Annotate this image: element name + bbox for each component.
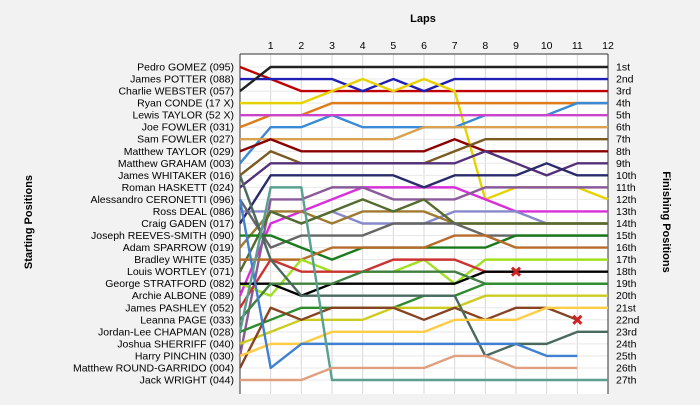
- finishing-position-label: 11th: [616, 182, 636, 194]
- x-tick-label: 3: [329, 40, 335, 52]
- x-tick-label: 8: [482, 40, 488, 52]
- finishing-position-label: 26th: [616, 362, 637, 374]
- finishing-position-label: 27th: [616, 375, 637, 387]
- starting-position-label: Matthew GRAHAM (003): [118, 158, 234, 170]
- finishing-position-label: 9th: [616, 158, 631, 170]
- finishing-position-label: 23rd: [616, 326, 637, 338]
- starting-position-label: Roman HASKETT (024): [122, 182, 234, 194]
- starting-position-label: Matthew TAYLOR (029): [124, 146, 234, 158]
- x-tick-label: 2: [298, 40, 304, 52]
- series-line: [240, 125, 608, 141]
- finishing-position-label: 1st: [616, 62, 630, 74]
- starting-position-label: Jack WRIGHT (044): [140, 375, 234, 387]
- series-line: [240, 354, 578, 382]
- x-tick-label: 1: [268, 40, 274, 52]
- finishing-position-label: 22nd: [616, 314, 640, 326]
- starting-position-label: Louis WORTLEY (071): [127, 266, 234, 278]
- finishing-position-label: 25th: [616, 350, 637, 362]
- starting-position-label: Archie ALBONE (089): [132, 290, 234, 302]
- x-tick-label: 4: [360, 40, 366, 52]
- finishing-position-label: 10th: [616, 170, 637, 182]
- x-tick-label: 12: [602, 40, 614, 52]
- starting-position-label: Jordan-Lee CHAPMAN (028): [98, 326, 234, 338]
- series-line: [238, 306, 578, 369]
- starting-position-label: Harry PINCHIN (030): [135, 350, 234, 362]
- finishing-position-label: 24th: [616, 338, 637, 350]
- finishing-position-label: 15th: [616, 230, 637, 242]
- left-axis-title: Starting Positions: [23, 175, 35, 269]
- starting-position-label: Craig GADEN (017): [141, 218, 234, 230]
- starting-position-label: Matthew ROUND-GARRIDO (004): [73, 362, 234, 374]
- finishing-position-label: 2nd: [616, 74, 634, 86]
- series-line: [238, 186, 608, 382]
- starting-position-label: Adam SPARROW (019): [123, 242, 234, 254]
- x-tick-label: 7: [452, 40, 458, 52]
- series-line: [240, 77, 608, 93]
- series-line: [238, 162, 608, 225]
- finishing-position-label: 5th: [616, 110, 631, 122]
- series-line: [238, 258, 516, 309]
- finishing-position-label: 6th: [616, 122, 631, 134]
- finishing-position-label: 20th: [616, 290, 637, 302]
- finishing-position-label: 7th: [616, 134, 631, 146]
- finishing-position-label: 13th: [616, 206, 637, 218]
- marker-group: [510, 266, 583, 325]
- finishing-position-label: 19th: [616, 278, 637, 290]
- finishing-position-label: 14th: [616, 218, 637, 230]
- starting-position-label: George STRATFORD (082): [105, 278, 234, 290]
- retired-marker: [510, 266, 522, 277]
- series-line: [238, 198, 608, 273]
- right-axis-title: Finishing Positions: [660, 171, 672, 272]
- series-group: [238, 65, 609, 382]
- x-tick-label: 5: [390, 40, 396, 52]
- finishing-position-label: 16th: [616, 242, 637, 254]
- starting-position-label: Lewis TAYLOR (52 X): [132, 110, 234, 122]
- starting-position-label: Joshua SHERRIFF (040): [117, 338, 234, 350]
- starting-position-label: Joseph REEVES-SMITH (090): [91, 230, 234, 242]
- starting-position-label: Joe FOWLER (031): [142, 122, 234, 134]
- finishing-position-label: 4th: [616, 98, 631, 110]
- series-line: [238, 199, 578, 370]
- starting-position-label: Sam FOWLER (027): [137, 134, 234, 146]
- starting-position-label: Ross DEAL (086): [153, 206, 234, 218]
- starting-position-label: Charlie WEBSTER (057): [118, 86, 234, 98]
- series-line: [239, 150, 608, 189]
- starting-position-label: Leanna PAGE (033): [140, 314, 234, 326]
- finishing-position-label: 18th: [616, 266, 637, 278]
- starting-position-label: James PASHLEY (052): [125, 302, 234, 314]
- starting-position-label: Ryan CONDE (17 X): [137, 98, 234, 110]
- x-tick-label: 10: [541, 40, 553, 52]
- x-axis-title: Laps: [410, 13, 436, 25]
- x-tick-label: 9: [513, 40, 519, 52]
- starting-position-label: Alessandro CERONETTI (096): [90, 194, 234, 206]
- series-line: [239, 138, 608, 153]
- starting-position-label: James POTTER (088): [130, 74, 234, 86]
- finishing-position-label: 17th: [616, 254, 637, 266]
- starting-position-label: Bradley WHITE (035): [134, 254, 234, 266]
- finishing-position-label: 21st: [616, 302, 636, 314]
- series-line: [239, 65, 608, 93]
- x-tick-label: 11: [572, 40, 583, 52]
- series-line: [238, 174, 608, 358]
- finishing-position-label: 8th: [616, 146, 631, 158]
- x-tick-label: 6: [421, 40, 427, 52]
- retired-marker: [572, 314, 583, 325]
- finishing-position-label: 3rd: [616, 86, 631, 98]
- starting-position-label: James WHITAKER (016): [118, 170, 234, 182]
- finishing-position-label: 12th: [616, 194, 637, 206]
- starting-position-label: Pedro GOMEZ (095): [137, 62, 234, 74]
